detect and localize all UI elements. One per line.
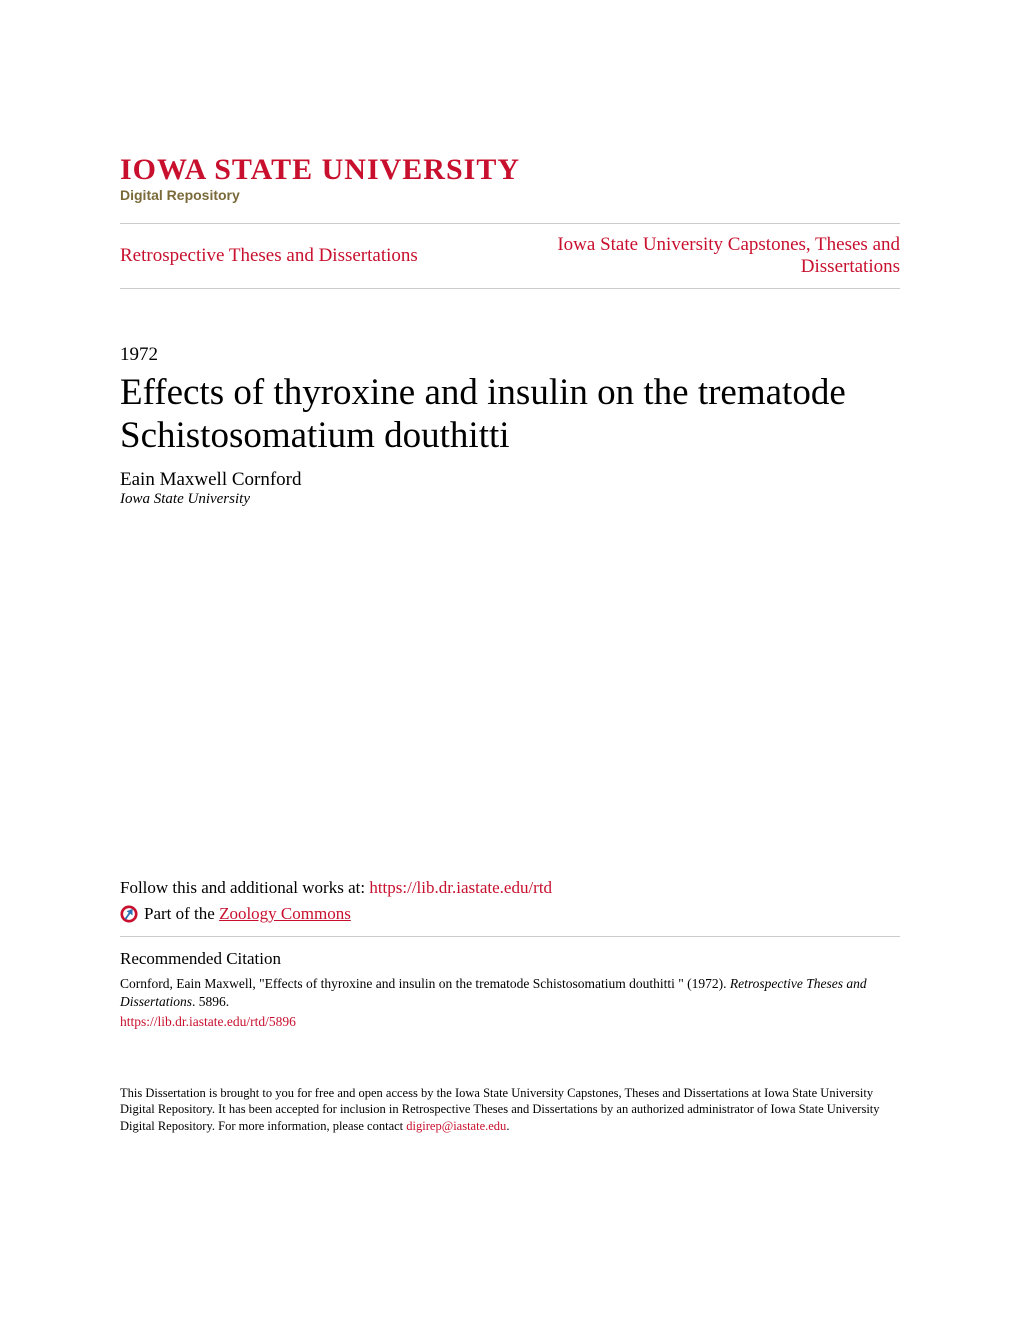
publication-year: 1972 — [120, 344, 900, 366]
collection-link-left[interactable]: Retrospective Theses and Dissertations — [120, 245, 418, 267]
logo-main-text: IOWA STATE UNIVERSITY — [120, 155, 900, 185]
citation-before: Cornford, Eain Maxwell, "Effects of thyr… — [120, 976, 730, 991]
footer-disclaimer: This Dissertation is brought to you for … — [120, 1085, 900, 1136]
collection-link-right[interactable]: Iowa State University Capstones, Theses … — [520, 234, 900, 278]
document-page: IOWA STATE UNIVERSITY Digital Repository… — [0, 0, 1020, 1320]
author-name: Eain Maxwell Cornford — [120, 469, 900, 491]
logo-sub-text: Digital Repository — [120, 187, 900, 203]
commons-prefix: Part of the Zoology Commons — [144, 904, 351, 924]
network-icon — [120, 905, 138, 923]
contact-email-link[interactable]: digirep@iastate.edu — [406, 1119, 506, 1133]
document-title: Effects of thyroxine and insulin on the … — [120, 372, 900, 457]
author-affiliation: Iowa State University — [120, 491, 900, 508]
citation-text: Cornford, Eain Maxwell, "Effects of thyr… — [120, 975, 900, 1011]
breadcrumb-nav: Retrospective Theses and Dissertations I… — [120, 223, 900, 289]
citation-url-link[interactable]: https://lib.dr.iastate.edu/rtd/5896 — [120, 1014, 900, 1030]
citation-heading: Recommended Citation — [120, 949, 900, 969]
institution-logo: IOWA STATE UNIVERSITY Digital Repository — [120, 155, 900, 203]
commons-line: Part of the Zoology Commons — [120, 904, 900, 924]
follow-line: Follow this and additional works at: htt… — [120, 878, 900, 898]
citation-after: . 5896. — [192, 994, 229, 1009]
commons-link[interactable]: Zoology Commons — [219, 904, 351, 923]
footer-after: . — [506, 1119, 509, 1133]
part-of-text: Part of the — [144, 904, 219, 923]
divider-line — [120, 936, 900, 937]
follow-text: Follow this and additional works at: — [120, 878, 369, 897]
citation-block: Recommended Citation Cornford, Eain Maxw… — [120, 949, 900, 1029]
follow-section: Follow this and additional works at: htt… — [120, 878, 900, 924]
repository-url-link[interactable]: https://lib.dr.iastate.edu/rtd — [369, 878, 552, 897]
